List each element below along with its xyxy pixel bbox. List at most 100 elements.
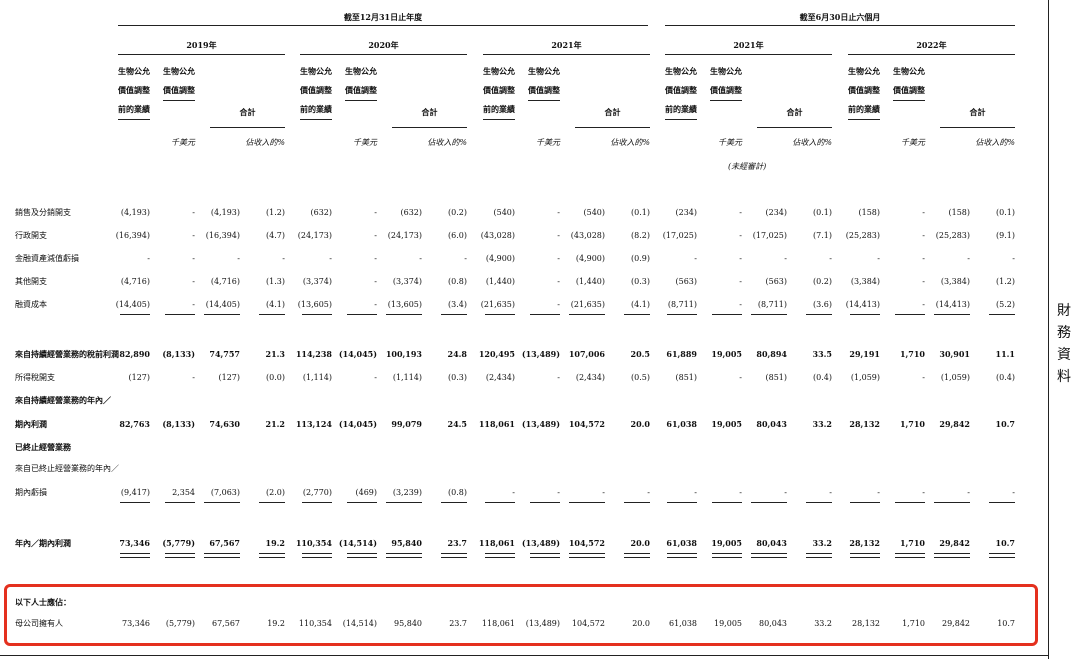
subheader-pre-adjustment: 生物公允 價值調整 前的業績 (483, 62, 515, 120)
row-label: 所得稅開支 (15, 373, 55, 382)
table-cell: - (739, 277, 742, 286)
year-rule (483, 54, 650, 55)
table-cell: 11.1 (995, 349, 1015, 359)
table-cell: - (739, 208, 742, 217)
cell-underline (204, 502, 240, 503)
cell-underline (806, 502, 832, 503)
row-label: 期內虧損 (15, 488, 47, 497)
table-cell: 74,630 (209, 419, 240, 429)
side-label-char: 務 (1057, 325, 1071, 341)
table-cell: 1,710 (899, 538, 925, 548)
subheader-pre-adjustment: 生物公允 價值調整 前的業績 (300, 62, 332, 120)
table-cell: (158) (858, 208, 880, 217)
table-cell: (0.8) (448, 488, 467, 497)
cell-underline (120, 502, 150, 503)
row-label: 金融資產減值虧損 (15, 254, 79, 263)
table-cell: (9.1) (996, 231, 1015, 240)
table-cell: 28,132 (852, 619, 880, 628)
table-cell: (14,045) (338, 349, 377, 359)
table-cell: (0.0) (266, 373, 285, 382)
table-cell: (851) (765, 373, 787, 382)
subheader-line: 生物公允 (848, 66, 880, 76)
row-label: 來自已終止經營業務的年內／ (15, 464, 119, 473)
table-cell: (24,173) (297, 231, 332, 240)
table-cell: (1.2) (996, 277, 1015, 286)
cell-double-underline (347, 553, 377, 558)
cell-underline (712, 502, 742, 503)
table-cell: (14,413) (935, 300, 970, 309)
table-cell: - (739, 488, 742, 497)
subheader-adjustment: 生物公允 價值調整 (528, 62, 560, 101)
table-cell: 95,840 (394, 619, 422, 628)
table-cell: (2,770) (302, 488, 332, 497)
table-cell: (1,114) (392, 373, 422, 382)
table-cell: (14,405) (115, 300, 150, 309)
subheader-total: 合計 (239, 107, 256, 117)
table-cell: (0.8) (448, 277, 467, 286)
table-cell: 10.7 (997, 619, 1015, 628)
table-cell: (0.2) (448, 208, 467, 217)
table-cell: - (829, 488, 832, 497)
row-label: 行政開支 (15, 231, 47, 240)
subheader-total-rule (210, 127, 285, 128)
table-cell: - (922, 488, 925, 497)
table-cell: (127) (218, 373, 240, 382)
cell-underline (667, 502, 697, 503)
cell-underline (165, 314, 195, 315)
table-cell: (4,900) (485, 254, 515, 263)
cell-underline (441, 502, 467, 503)
table-cell: - (602, 488, 605, 497)
period-rule-full-year (118, 25, 648, 26)
table-cell: (4,716) (120, 277, 150, 286)
subheader-line: 價值調整 (848, 85, 880, 95)
cell-double-underline (850, 553, 880, 558)
subheader-total: 合計 (604, 107, 621, 117)
table-cell: - (557, 277, 560, 286)
table-cell: - (1012, 254, 1015, 263)
table-cell: 73,346 (119, 538, 150, 548)
cell-double-underline (934, 553, 970, 558)
table-cell: 21.3 (265, 349, 285, 359)
table-cell: 1,710 (902, 619, 925, 628)
table-cell: - (329, 254, 332, 263)
table-cell: - (967, 254, 970, 263)
table-cell: (0.4) (996, 373, 1015, 382)
subheader-line: 前的業績 (848, 100, 880, 120)
table-cell: (0.5) (631, 373, 650, 382)
table-cell: - (419, 254, 422, 263)
table-cell: (1,114) (302, 373, 332, 382)
cell-underline (624, 502, 650, 503)
table-cell: - (147, 254, 150, 263)
table-cell: (3.6) (813, 300, 832, 309)
subheader-total: 合計 (969, 107, 986, 117)
table-cell: (8,711) (757, 300, 787, 309)
table-cell: - (922, 373, 925, 382)
cell-double-underline (895, 553, 925, 558)
cell-double-underline (386, 553, 422, 558)
table-cell: - (739, 231, 742, 240)
table-cell: (43,028) (480, 231, 515, 240)
table-cell: (4,193) (210, 208, 240, 217)
table-cell: 33.2 (812, 419, 832, 429)
table-cell: (1,440) (575, 277, 605, 286)
table-cell: (14,405) (205, 300, 240, 309)
table-cell: (13,489) (525, 619, 560, 628)
subheader-line: 前的業績 (665, 100, 697, 120)
table-cell: - (192, 373, 195, 382)
table-cell: - (374, 277, 377, 286)
table-cell: (14,514) (342, 619, 377, 628)
table-cell: (4,716) (210, 277, 240, 286)
table-cell: 61,038 (666, 419, 697, 429)
table-cell: (4.1) (266, 300, 285, 309)
period-header-full-year: 截至12月31日止年度 (343, 12, 423, 22)
cell-double-underline (989, 553, 1015, 558)
table-cell: 28,132 (849, 419, 880, 429)
cell-underline (934, 314, 970, 315)
cell-underline (934, 502, 970, 503)
table-cell: - (739, 373, 742, 382)
subheader-adjustment: 生物公允 價值調整 (345, 62, 377, 101)
year-header: 2019年 (186, 40, 217, 50)
table-cell: (0.1) (631, 208, 650, 217)
table-cell: (540) (493, 208, 515, 217)
table-cell: - (557, 300, 560, 309)
